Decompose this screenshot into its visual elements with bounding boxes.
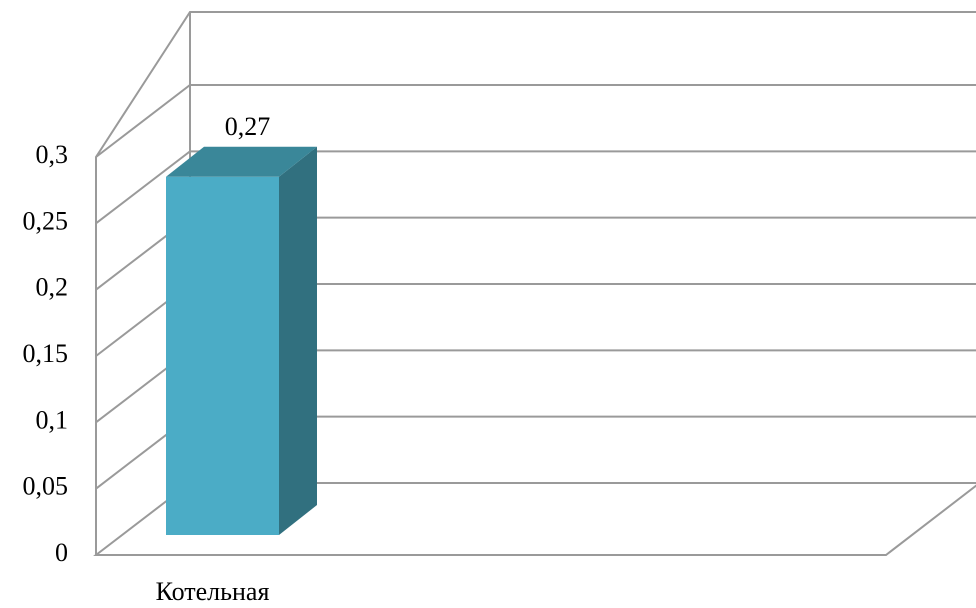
y-tick-label: 0,3 (36, 140, 69, 169)
floor-edge (93, 482, 976, 556)
bar-side (279, 146, 317, 536)
y-tick-label: 0,05 (23, 472, 69, 501)
y-tick-label: 0,15 (23, 339, 69, 368)
data-label: 0,27 (225, 112, 271, 141)
gridline (95, 150, 976, 225)
y-axis-tick-labels: 0 0,05 0,1 0,15 0,2 0,25 0,3 (23, 140, 69, 567)
y-tick-label: 0,25 (23, 206, 69, 235)
y-tick-label: 0,1 (36, 405, 69, 434)
bar-front (166, 176, 279, 536)
x-axis-category-labels: Котельная (156, 577, 270, 606)
bars: 0,27 (166, 112, 317, 536)
x-category-label: Котельная (156, 577, 270, 606)
bar: 0,27 (166, 112, 317, 536)
y-tick-label: 0,2 (36, 273, 69, 302)
gridline (95, 84, 976, 158)
bar-top (166, 146, 317, 177)
y-tick-label: 0 (55, 538, 68, 567)
